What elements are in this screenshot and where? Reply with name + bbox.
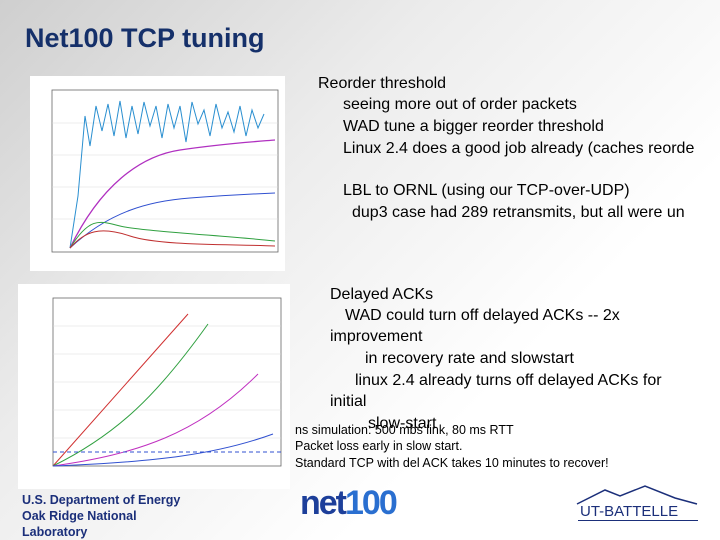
bullet: dup3 case had 289 retransmits, but all w… <box>352 204 685 221</box>
bullet: improvement <box>330 328 423 345</box>
bullet: in recovery rate and slowstart <box>365 350 574 367</box>
bullet: Linux 2.4 does a good job already (cache… <box>343 140 695 157</box>
delayed-ack-chart-image <box>18 284 290 489</box>
bullet: initial <box>330 393 367 410</box>
org-line: Oak Ridge National <box>22 509 137 523</box>
partner-underline <box>578 520 698 521</box>
heading: Reorder threshold <box>318 75 447 92</box>
org-line: U.S. Department of Energy <box>22 493 181 507</box>
logo-text: net <box>300 484 347 522</box>
net100-logo: net100 <box>300 484 398 523</box>
bullet: seeing more out of order packets <box>343 96 577 113</box>
heading: Delayed ACKs <box>330 286 434 303</box>
logo-text: 100 <box>345 484 398 522</box>
note: ns simulation: 500 mbs link, 80 ms RTT <box>295 423 514 437</box>
bullet: slow-start <box>368 415 437 432</box>
org-line: Laboratory <box>22 525 88 539</box>
note: Packet loss early in slow start. <box>295 439 463 453</box>
bullet: linux 2.4 already turns off delayed ACKs… <box>355 372 662 389</box>
bullet: WAD tune a bigger reorder threshold <box>343 118 604 135</box>
bullet: WAD could turn off delayed ACKs -- 2x <box>345 307 620 324</box>
note: Standard TCP with del ACK takes 10 minut… <box>295 456 609 470</box>
bullet: LBL to ORNL (using our TCP-over-UDP) <box>343 182 630 199</box>
slide-title: Net100 TCP tuning <box>25 23 265 53</box>
reorder-chart-image <box>30 76 285 271</box>
partner-logo: UT-BATTELLE <box>580 503 679 520</box>
mountain-logo <box>576 485 698 505</box>
